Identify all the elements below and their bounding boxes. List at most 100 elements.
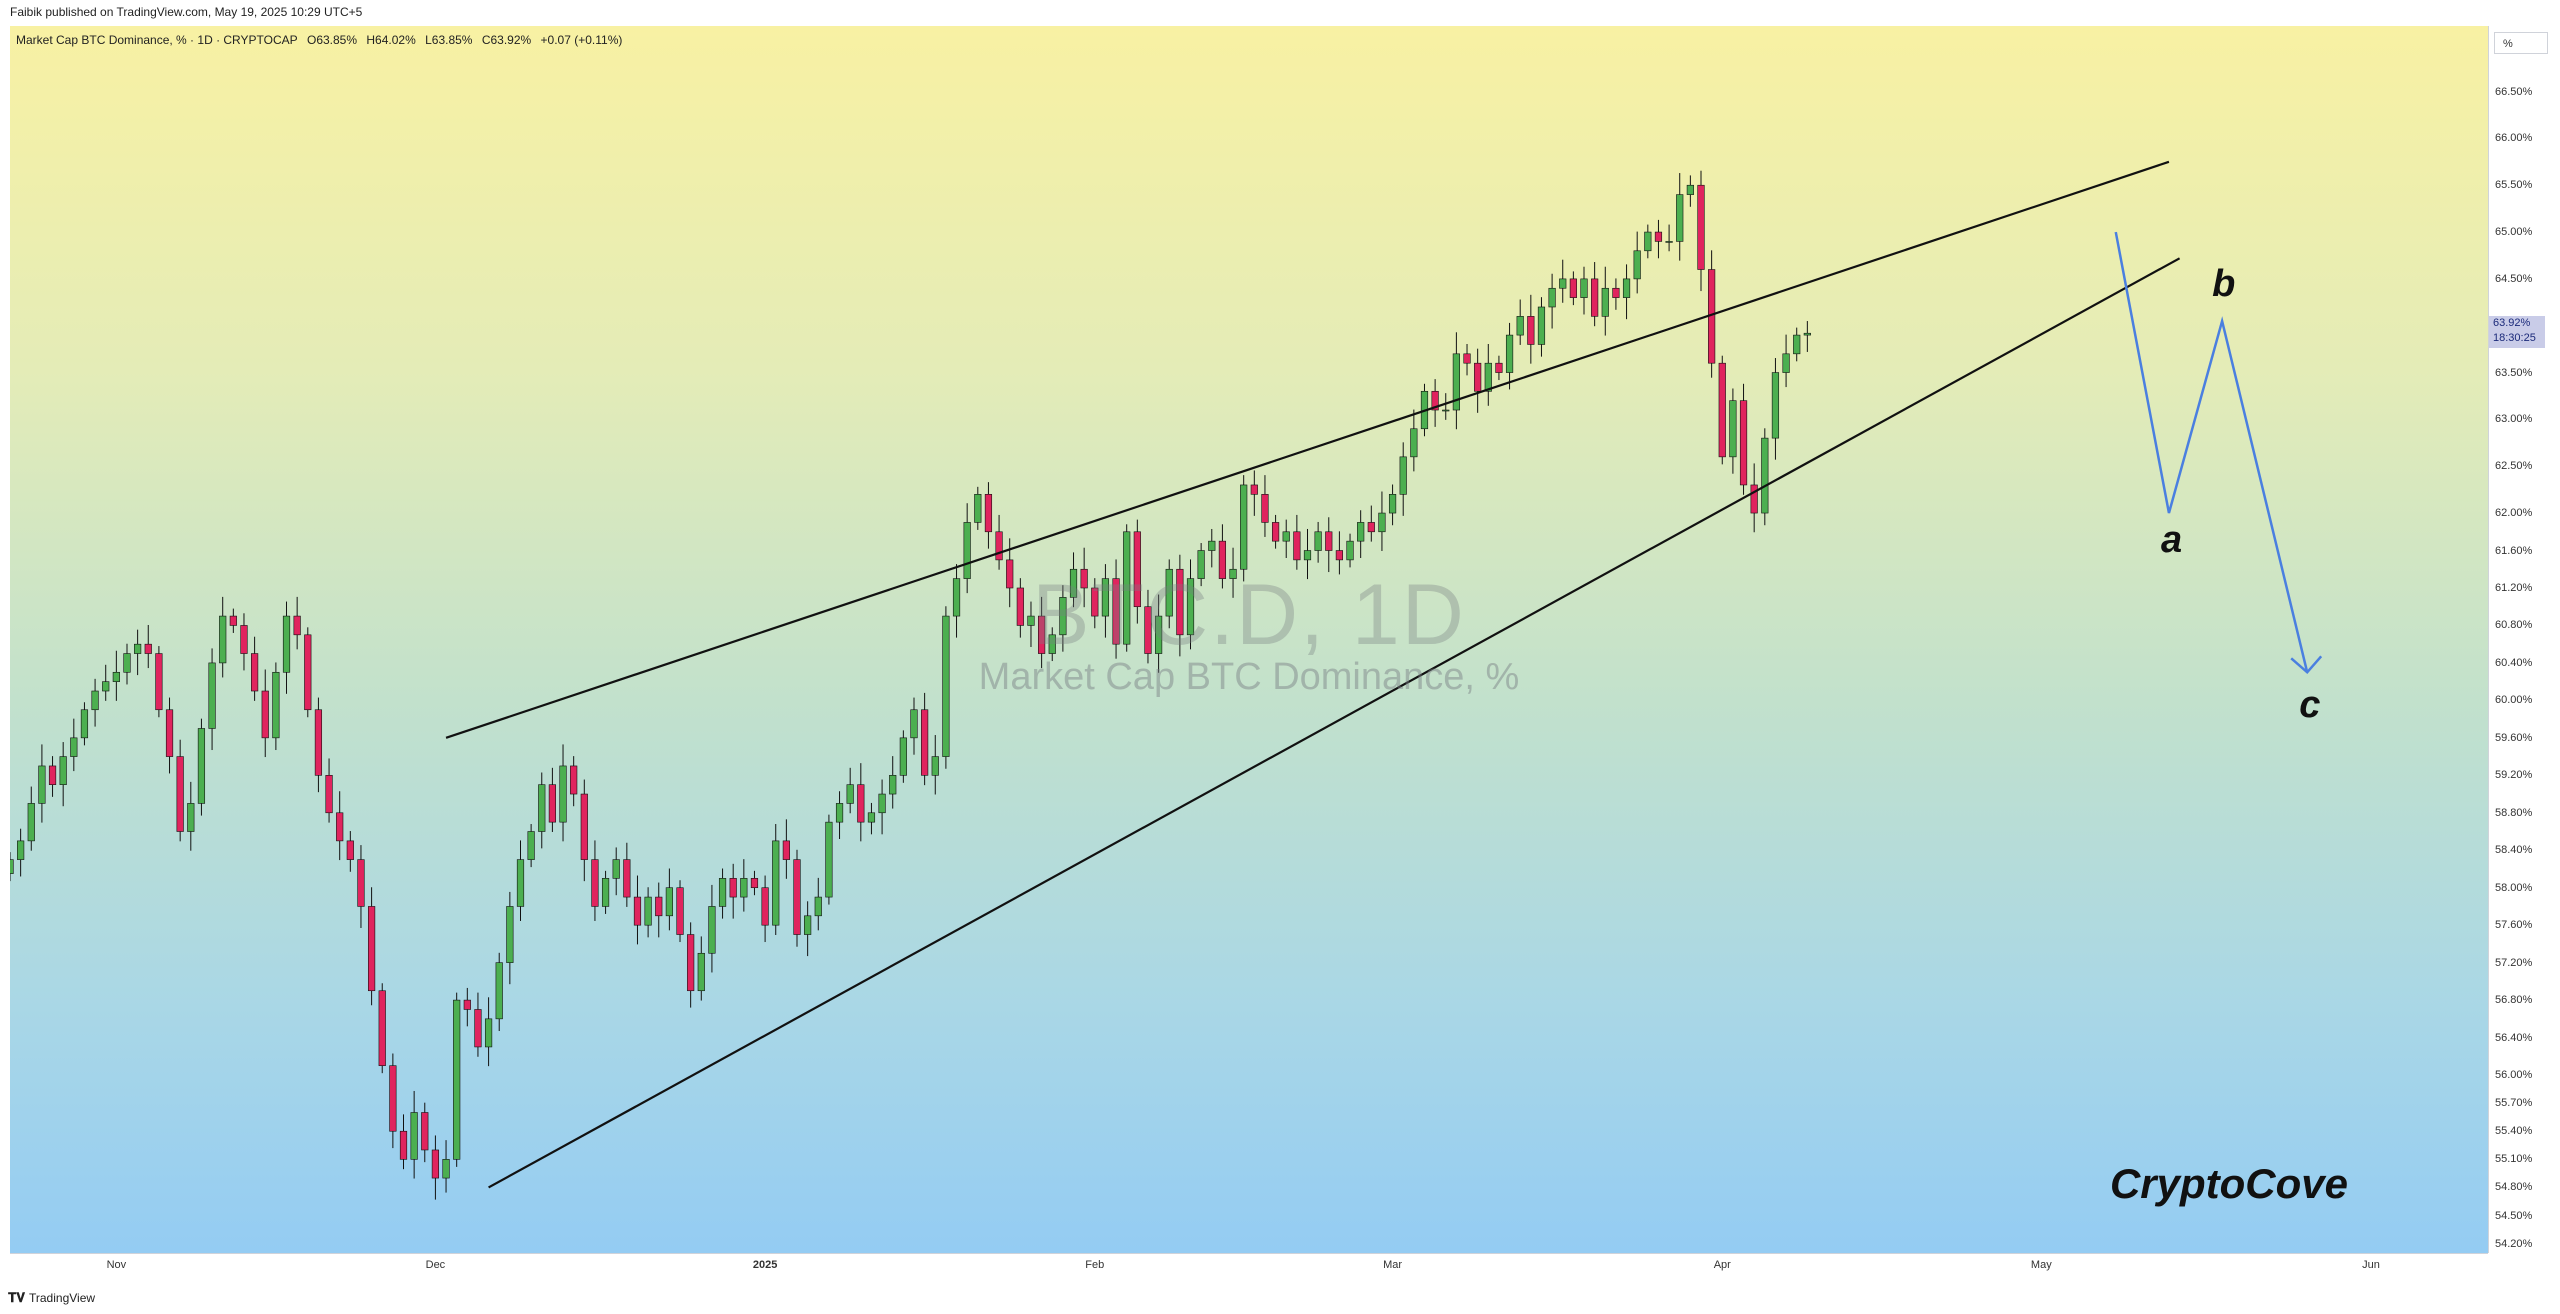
candle — [59, 742, 67, 807]
candle — [1452, 332, 1460, 430]
candle — [1548, 273, 1556, 329]
candle — [240, 613, 248, 671]
abc-wave-path[interactable] — [2114, 231, 2309, 673]
candle — [1357, 510, 1365, 559]
top-bar: Faibik published on TradingView.com, May… — [0, 0, 2560, 26]
price-tick-label: 65.00% — [2495, 226, 2533, 239]
candle — [591, 840, 599, 921]
time-tick-label: Mar — [1383, 1259, 1403, 1271]
candle — [1431, 379, 1439, 427]
candle — [1793, 327, 1801, 362]
candle — [1250, 470, 1258, 516]
candle — [1739, 383, 1748, 495]
candle — [1729, 388, 1737, 474]
candle — [91, 678, 99, 727]
scale-percent-button[interactable]: % — [2494, 32, 2548, 54]
candle — [282, 601, 291, 694]
watermark-description: Market Cap BTC Dominance, % — [978, 656, 1520, 698]
candle — [687, 922, 695, 1008]
candle — [208, 648, 216, 751]
price-tick-label: 66.50% — [2495, 85, 2533, 98]
price-tick-label: 54.50% — [2495, 1209, 2533, 1222]
price-axis[interactable]: 54.20% 54.50% 54.80% 55.10% 55.40% 55.70% 56.0… — [2488, 26, 2560, 1253]
price-tick-label: 65.50% — [2495, 179, 2533, 192]
chart-area[interactable]: Market Cap BTC Dominance, % · 1D · CRYPT… — [10, 26, 2488, 1253]
candle — [48, 756, 57, 797]
candle — [1165, 559, 1173, 629]
candle — [1240, 475, 1248, 582]
legend-high: H64.02% — [366, 33, 416, 47]
candle — [1208, 528, 1216, 568]
candle — [506, 891, 514, 985]
candle — [1686, 175, 1694, 207]
candle — [1442, 393, 1450, 420]
candle — [1261, 475, 1269, 537]
candle — [474, 992, 482, 1057]
candle — [1325, 517, 1333, 573]
candle — [1314, 521, 1322, 563]
candle — [1367, 505, 1375, 542]
candle — [1388, 484, 1397, 526]
candle — [272, 662, 280, 751]
upper-wedge-line[interactable] — [445, 160, 2170, 739]
candle — [123, 643, 131, 685]
legend-close: C63.92% — [481, 33, 532, 47]
brand-watermark: CryptoCove — [2109, 1160, 2348, 1207]
time-tick-label: Dec — [425, 1259, 446, 1271]
candle — [1378, 491, 1386, 551]
candle — [1048, 627, 1056, 662]
legend-open: O63.85% — [306, 33, 358, 47]
last-price-tag: 63.92% 18:30:25 — [2489, 316, 2545, 348]
legend-low: L63.85% — [425, 33, 473, 47]
candle — [772, 824, 780, 936]
lower-wedge-line[interactable] — [488, 257, 2181, 1189]
candle — [601, 870, 610, 914]
price-tick-label: 62.50% — [2495, 460, 2533, 473]
publisher-line: Faibik published on TradingView.com, May… — [10, 5, 363, 19]
candle — [1112, 559, 1120, 659]
candle — [325, 758, 333, 823]
candle — [155, 646, 163, 718]
time-tick-label: Apr — [1713, 1259, 1731, 1271]
candle — [1016, 578, 1024, 638]
candle — [963, 503, 971, 594]
candle — [644, 887, 652, 938]
candle — [1644, 224, 1652, 259]
candle — [1750, 463, 1758, 533]
candle — [1580, 266, 1588, 315]
wave-label-c: c — [2299, 684, 2321, 727]
time-tick-label: Jun — [2362, 1259, 2380, 1271]
price-tick-label: 60.40% — [2495, 656, 2533, 669]
price-tick-label: 56.80% — [2495, 994, 2533, 1007]
candle — [718, 868, 727, 919]
candle — [974, 486, 982, 530]
candle — [878, 779, 886, 835]
footer-logo-text: TradingView — [29, 1291, 96, 1305]
bar-countdown: 18:30:25 — [2493, 332, 2536, 344]
candle — [612, 847, 620, 896]
candle — [495, 952, 503, 1032]
candle — [1197, 543, 1205, 587]
candle — [1229, 547, 1237, 598]
candle — [633, 875, 642, 945]
candle — [1410, 409, 1418, 472]
wave-label-b: b — [2212, 263, 2236, 306]
candle — [867, 802, 876, 835]
price-tick-label: 54.80% — [2495, 1181, 2533, 1194]
chart-svg[interactable] — [10, 26, 2488, 1253]
candle — [102, 664, 110, 701]
candle — [314, 697, 323, 793]
candle — [697, 936, 705, 1001]
candle — [1186, 559, 1195, 650]
candle — [1676, 173, 1684, 261]
candle — [463, 987, 471, 1027]
time-axis[interactable]: Nov Dec 2025 Feb Mar Apr May Jun — [10, 1253, 2488, 1276]
price-tick-label: 63.50% — [2495, 366, 2533, 379]
candle — [761, 875, 769, 943]
price-tick-label: 59.60% — [2495, 731, 2533, 744]
candle — [1495, 355, 1503, 381]
candle — [857, 763, 865, 842]
candle — [750, 870, 759, 896]
candle — [1771, 358, 1780, 460]
candle — [134, 629, 142, 676]
